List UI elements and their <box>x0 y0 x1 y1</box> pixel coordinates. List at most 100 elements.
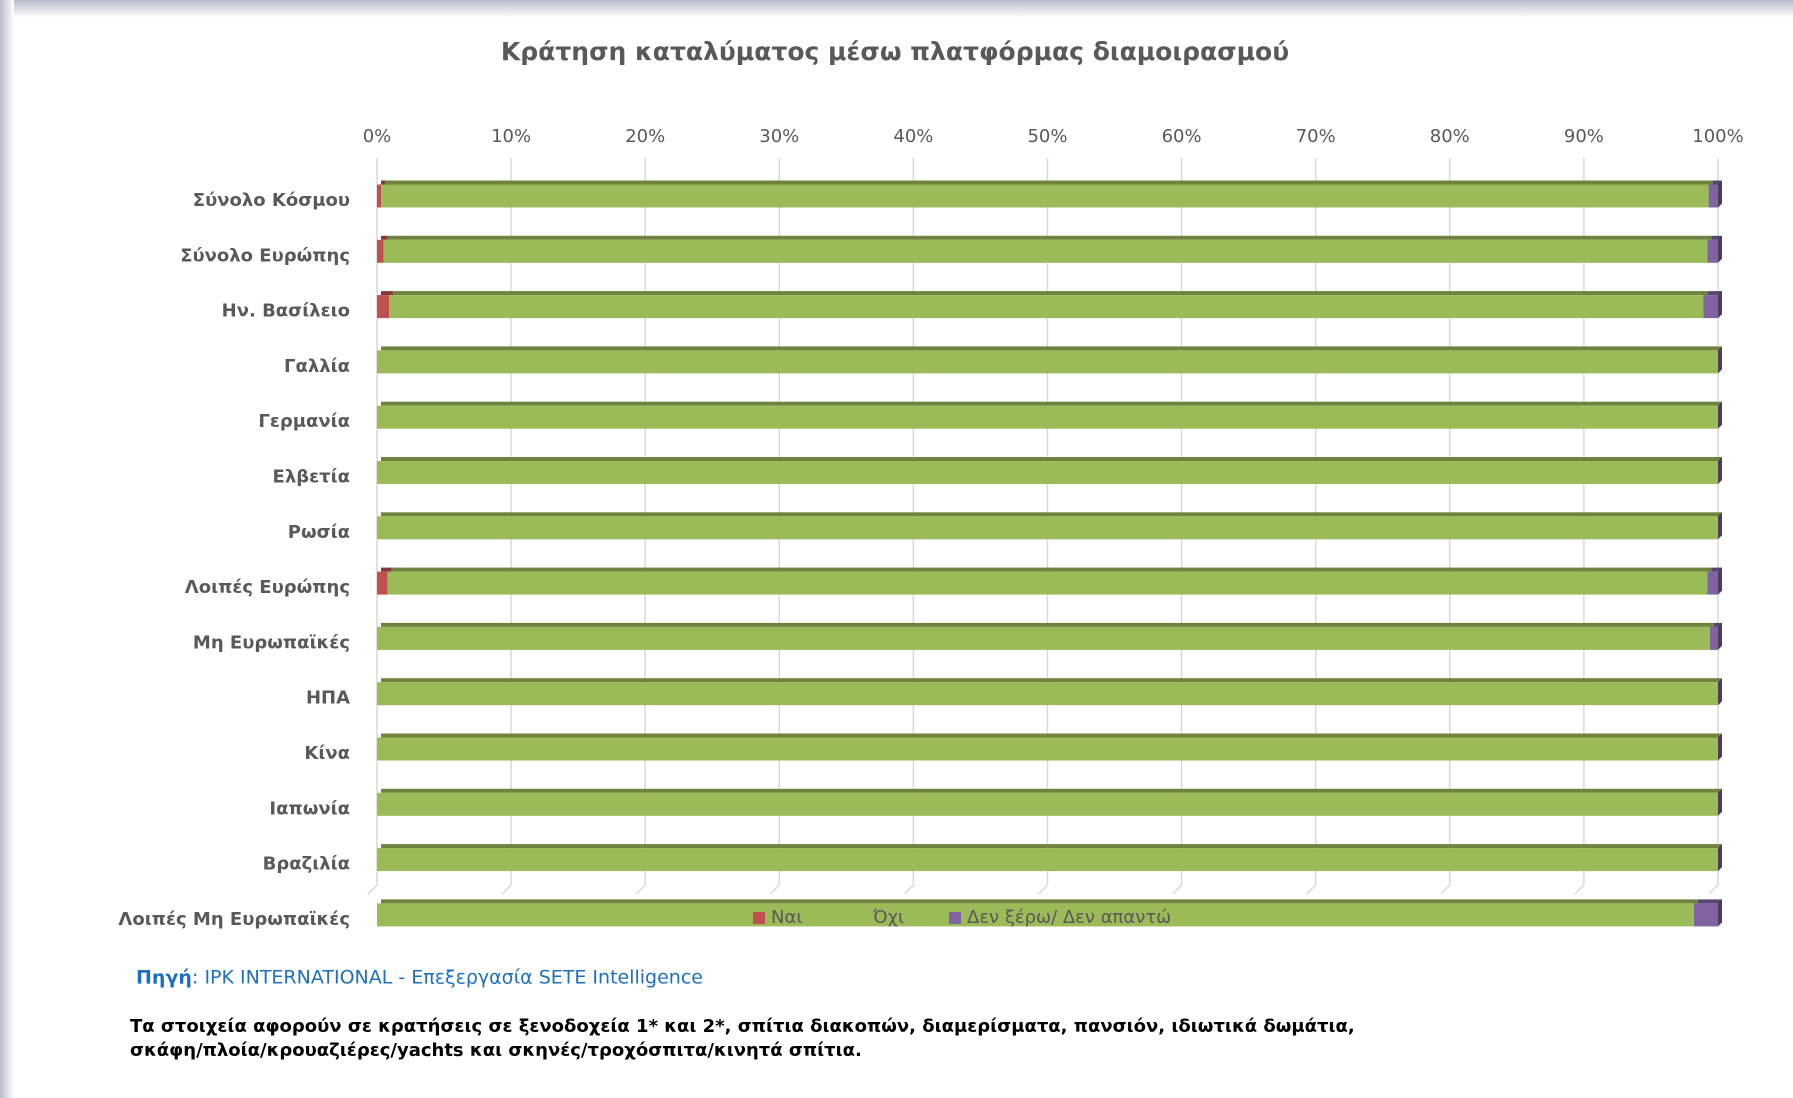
bar-side <box>1718 180 1722 208</box>
bar-top <box>381 678 1722 683</box>
bar-top <box>385 180 1713 185</box>
bar <box>377 295 390 319</box>
y-tick-label: Γερμανία <box>258 411 350 432</box>
x-tick-label: 50% <box>1027 126 1067 147</box>
bar-side <box>1718 678 1722 706</box>
bar-side <box>1718 291 1722 319</box>
bar-top <box>381 512 1722 517</box>
legend-label: Ναι <box>771 907 802 928</box>
bar <box>377 792 1718 816</box>
y-tick-label: Σύνολο Κόσμου <box>193 190 350 211</box>
bar-top <box>387 235 1712 240</box>
bar <box>377 682 1718 706</box>
legend-swatch <box>855 912 867 924</box>
x-tick-label: 100% <box>1692 126 1743 147</box>
bar-side <box>1718 401 1722 429</box>
note: σκάφη/πλοία/κρουαζιέρες/yachts και σκηνέ… <box>130 1040 862 1061</box>
grid-line <box>367 884 378 895</box>
bar-top <box>1707 291 1722 296</box>
bar-top <box>1712 180 1722 185</box>
frame-shadow <box>0 0 14 1098</box>
y-tick-label: Σύνολο Ευρώπης <box>180 245 350 266</box>
bar <box>377 405 1718 429</box>
bar-top <box>1697 899 1722 904</box>
bar <box>377 239 384 263</box>
grid-line <box>501 884 512 895</box>
bar-side <box>1718 512 1722 540</box>
grid-line <box>1440 884 1451 895</box>
y-tick-label: Ην. Βασίλειο <box>222 301 350 322</box>
bar-top <box>381 180 386 185</box>
bar-top <box>381 733 1722 738</box>
x-tick-label: 0% <box>363 126 392 147</box>
bar-top <box>381 788 1722 793</box>
bar-side <box>1718 457 1722 484</box>
y-tick-label: Ρωσία <box>288 522 350 543</box>
bar-top <box>393 291 1708 296</box>
chart-title: Κράτηση καταλύματος μέσω πλατφόρμας διαμ… <box>501 37 1289 66</box>
y-tick-label: Γαλλία <box>284 356 350 377</box>
x-tick-label: 70% <box>1296 126 1336 147</box>
grid-line <box>1172 884 1183 895</box>
grid-line <box>1306 884 1317 895</box>
bar-top <box>1713 622 1722 627</box>
legend-label: Δεν ξέρω/ Δεν απαντώ <box>967 907 1171 928</box>
bar-side <box>1718 788 1722 816</box>
bar-top <box>381 567 392 572</box>
bar <box>1707 239 1718 263</box>
bar <box>377 184 382 208</box>
x-tick-label: 20% <box>625 126 665 147</box>
bar-top <box>381 622 1714 627</box>
x-tick-label: 90% <box>1564 126 1604 147</box>
bar <box>1709 626 1718 650</box>
y-tick-label: ΗΠΑ <box>306 688 350 709</box>
bar <box>377 626 1710 650</box>
source-text: : IPK INTERNATIONAL - Επεξεργασία SETE I… <box>192 967 703 989</box>
y-tick-label: Λοιπές Μη Ευρωπαϊκές <box>118 909 350 930</box>
x-tick-label: 60% <box>1162 126 1202 147</box>
grid-line <box>1574 884 1585 895</box>
bar <box>1708 184 1718 208</box>
grid-line <box>1708 884 1719 895</box>
y-tick-label: Βραζιλία <box>263 854 350 875</box>
bar-top <box>381 899 1698 904</box>
y-tick-label: Ελβετία <box>273 467 350 488</box>
bar <box>387 571 1708 595</box>
y-tick-label: Κίνα <box>304 743 350 764</box>
bar-top <box>1711 235 1722 240</box>
bar <box>381 184 1709 208</box>
note: Τα στοιχεία αφορούν σε κρατήσεις σε ξενο… <box>130 1016 1355 1037</box>
bar <box>377 461 1718 484</box>
bar <box>377 571 388 595</box>
bar-top <box>381 346 1722 351</box>
bar-side <box>1718 622 1722 650</box>
bar <box>1703 295 1718 319</box>
x-tick-label: 10% <box>491 126 531 147</box>
x-tick-label: 30% <box>759 126 799 147</box>
legend-label: Όχι <box>872 907 904 928</box>
bar-side <box>1718 899 1722 927</box>
bar <box>377 903 1694 927</box>
bar-top <box>1711 567 1722 572</box>
bar-top <box>381 457 1722 461</box>
grid-line <box>903 884 914 895</box>
x-tick-label: 40% <box>893 126 933 147</box>
x-tick-label: 80% <box>1430 126 1470 147</box>
bar <box>383 239 1708 263</box>
bar-side <box>1718 844 1722 872</box>
bar-top <box>381 401 1722 406</box>
bar-side <box>1718 567 1722 595</box>
y-tick-label: Λοιπές Ευρώπης <box>185 577 350 598</box>
bar-side <box>1718 733 1722 761</box>
bar-side <box>1718 346 1722 374</box>
legend-swatch <box>949 912 961 924</box>
bar-top <box>381 291 394 296</box>
y-tick-label: Μη Ευρωπαϊκές <box>193 632 350 653</box>
bar <box>377 350 1718 374</box>
legend-swatch <box>753 912 765 924</box>
y-tick-label: Ιαπωνία <box>269 798 350 819</box>
bar <box>377 848 1718 872</box>
grid-line <box>769 884 780 895</box>
bar-side <box>1718 235 1722 263</box>
